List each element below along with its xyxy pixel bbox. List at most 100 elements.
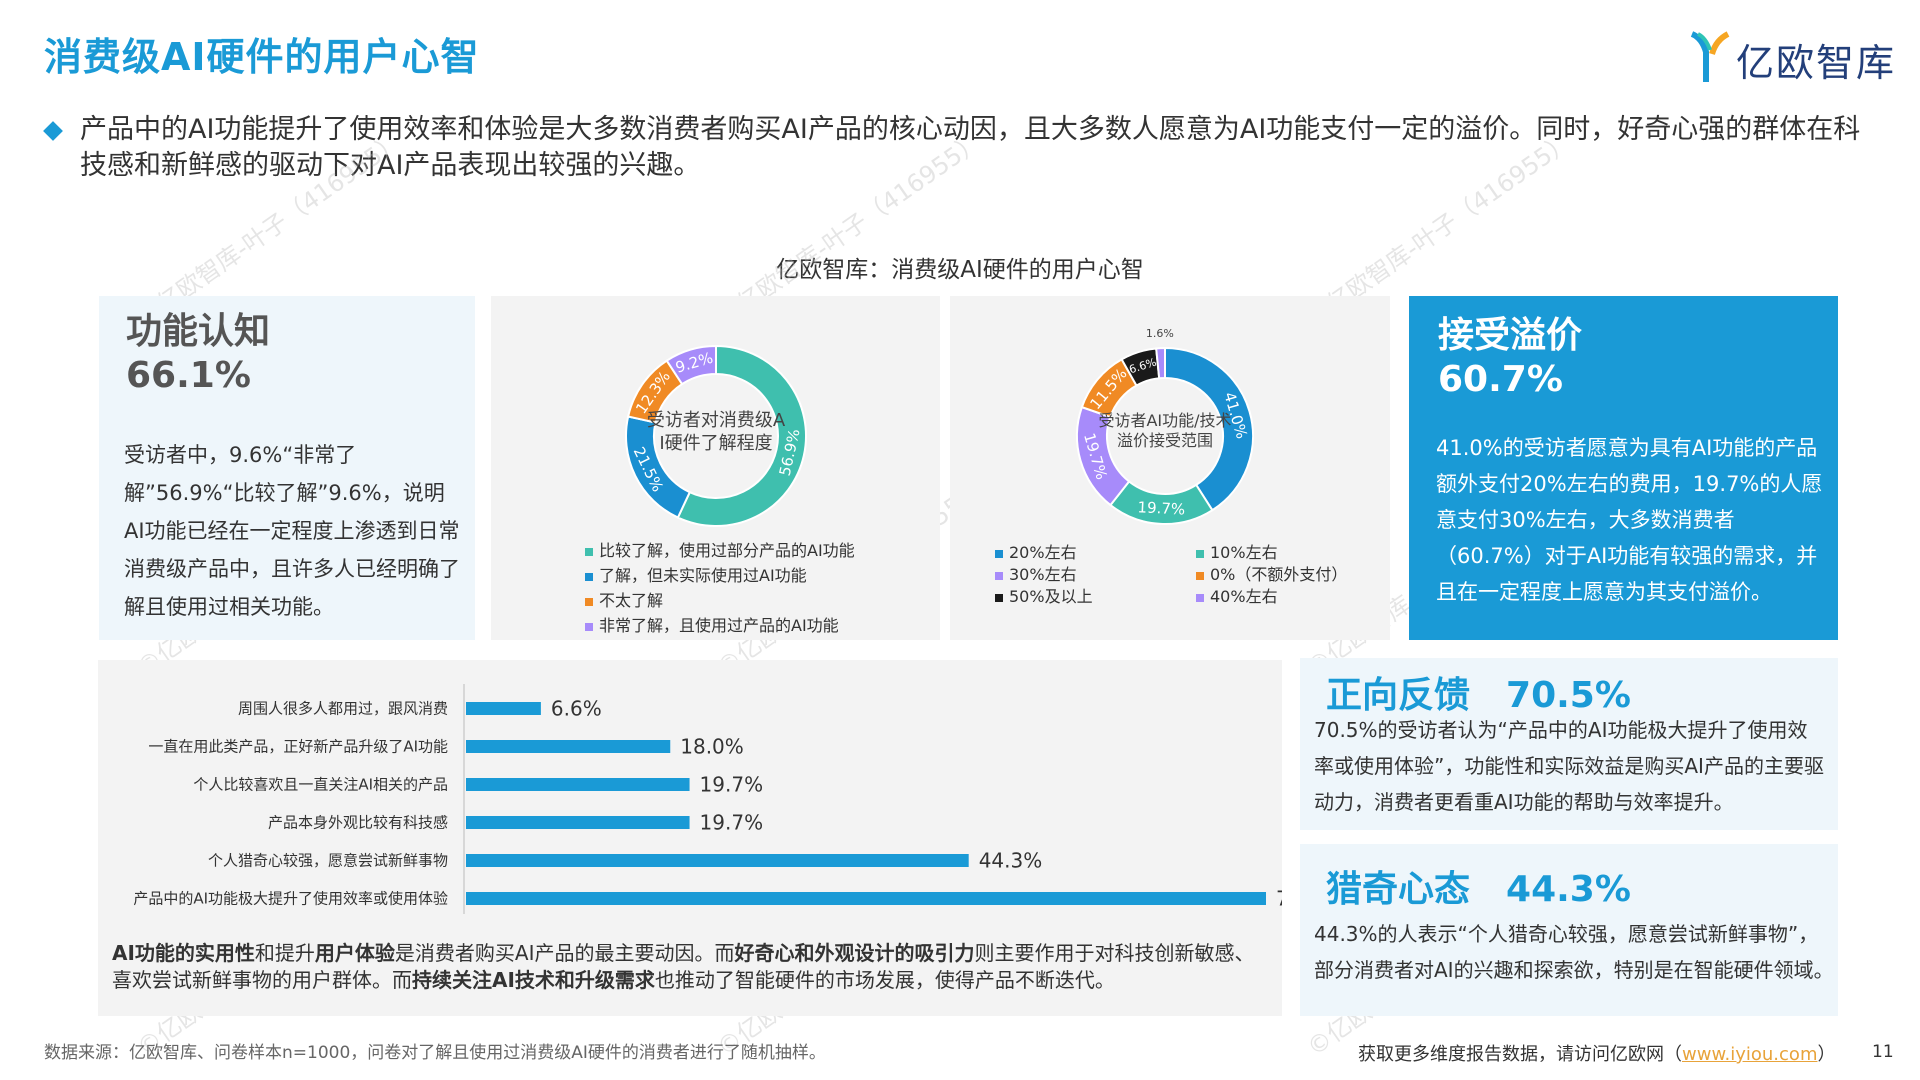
- legend-swatch: [585, 622, 593, 631]
- donut-slice-label: 1.6%: [1146, 327, 1174, 340]
- legend-label: 不太了解: [599, 591, 664, 610]
- legend-swatch: [1196, 549, 1204, 558]
- bar: [466, 740, 671, 753]
- legend-item: 20%左右: [995, 542, 1093, 564]
- legend-swatch: [585, 597, 593, 606]
- note-emphasis: 用户体验: [314, 941, 395, 965]
- logo-mark-icon: [1690, 31, 1730, 82]
- donut-center-label: 受访者AI功能/技术: [1098, 411, 1231, 430]
- legend-item: 10%左右: [1196, 542, 1347, 564]
- page-title: 消费级AI硬件的用户心智: [44, 35, 480, 79]
- data-source: 数据来源：亿欧智库、问卷样本n=1000，问卷对了解且使用过消费级AI硬件的消费…: [44, 1043, 826, 1063]
- legend-item: 50%及以上: [995, 586, 1093, 608]
- legend-swatch: [1196, 593, 1204, 602]
- note-text: 和提升: [254, 941, 315, 965]
- bar-category-label: 周围人很多人都用过，跟风消费: [238, 700, 448, 718]
- panel-function-value: 66.1%: [126, 355, 251, 396]
- legend-label: 10%左右: [1210, 543, 1278, 562]
- chart-section-title: 亿欧智库：消费级AI硬件的用户心智: [776, 257, 1144, 283]
- note-emphasis: 好奇心和外观设计的吸引力: [734, 941, 975, 965]
- bar: [466, 702, 541, 715]
- more-suffix: ）: [1817, 1044, 1836, 1065]
- bar: [466, 816, 690, 829]
- bar-value-label: 70.5%: [1276, 887, 1282, 911]
- legend-label: 30%左右: [1009, 565, 1077, 584]
- bar: [466, 892, 1266, 905]
- donut-center-label: 溢价接受范围: [1117, 431, 1213, 450]
- note-emphasis: AI功能的实用性: [112, 941, 255, 965]
- panel-positive-feedback: [1300, 658, 1838, 830]
- panel-purchase-motives: [98, 660, 1282, 1016]
- legend-label: 了解，但未实际使用过AI功能: [599, 566, 807, 585]
- brand-logo: 亿欧智库: [1688, 28, 1898, 88]
- note-text: 则主要作用于对科技创新敏感、喜欢尝试新鲜事物的用户群体。而: [112, 941, 1255, 992]
- more-info: 获取更多维度报告数据，请访问亿欧网（www.iyiou.com）: [1358, 1040, 1835, 1066]
- donut-slice: [665, 344, 717, 386]
- legend-item: 比较了解，使用过部分产品的AI功能: [585, 538, 855, 563]
- legend-label: 50%及以上: [1009, 587, 1093, 606]
- legend-swatch: [995, 549, 1003, 558]
- bar-category-label: 产品中的AI功能极大提升了使用效率或使用体验: [133, 890, 448, 908]
- legend-premium-col1: 20%左右 30%左右 50%及以上: [995, 542, 1093, 608]
- bar-value-label: 19.7%: [700, 773, 764, 797]
- iyiou-link[interactable]: www.iyiou.com: [1682, 1044, 1818, 1065]
- panel-curious-label: 猎奇心态: [1326, 869, 1471, 910]
- legend-label: 40%左右: [1210, 587, 1278, 606]
- donut-center-label: 受访者对消费级A: [647, 410, 786, 431]
- legend-swatch: [995, 571, 1003, 580]
- bar-value-label: 6.6%: [551, 697, 602, 721]
- panel-premium-label: 接受溢价: [1438, 315, 1583, 356]
- panel-positive-value: 70.5%: [1506, 675, 1631, 716]
- legend-label: 非常了解，且使用过产品的AI功能: [599, 616, 839, 635]
- bar-value-label: 44.3%: [979, 849, 1043, 873]
- donut-slice: [1164, 346, 1254, 512]
- legend-label: 比较了解，使用过部分产品的AI功能: [599, 541, 855, 560]
- logo-text: 亿欧智库: [1736, 41, 1897, 85]
- legend-label: 20%左右: [1009, 543, 1077, 562]
- legend-swatch: [585, 572, 593, 581]
- bar-category-label: 个人猎奇心较强，愿意尝试新鲜事物: [208, 852, 448, 870]
- donut-slice: [1155, 346, 1166, 380]
- bar-chart-note: AI功能的实用性和提升用户体验是消费者购买AI产品的最主要动因。而好奇心和外观设…: [112, 940, 1272, 994]
- bar: [466, 854, 969, 867]
- legend-label: 0%（不额外支付）: [1210, 565, 1348, 584]
- panel-function-awareness: [99, 296, 475, 640]
- panel-function-label: 功能认知: [126, 311, 271, 352]
- legend-item: 30%左右: [995, 564, 1093, 586]
- panel-premium-value: 60.7%: [1438, 359, 1563, 400]
- donut-center-label: I硬件了解程度: [659, 433, 772, 454]
- panel-positive-label: 正向反馈: [1326, 675, 1471, 716]
- legend-item: 0%（不额外支付）: [1196, 564, 1347, 586]
- legend-item: 不太了解: [585, 588, 855, 613]
- note-text: 也推动了智能硬件的市场发展，使得产品不断迭代。: [654, 968, 1115, 992]
- legend-swatch: [585, 547, 593, 556]
- bar-value-label: 18.0%: [680, 735, 744, 759]
- bar: [466, 778, 690, 791]
- panel-function-body: 受访者中，9.6%“非常了解”56.9%“比较了解”9.6%，说明AI功能已经在…: [124, 443, 460, 619]
- panel-positive-body: 70.5%的受访者认为“产品中的AI功能极大提升了使用效率或使用体验”，功能性和…: [1314, 718, 1824, 814]
- legend-swatch: [1196, 571, 1204, 580]
- bar-value-label: 19.7%: [700, 811, 764, 835]
- donut-chart-awareness: 56.9%21.5%12.3%9.2% 受访者对消费级A I硬件了解程度: [625, 344, 807, 527]
- legend-item: 非常了解，且使用过产品的AI功能: [585, 613, 855, 638]
- panel-curious-value: 44.3%: [1506, 869, 1631, 910]
- bar-chart-purchase-motives: 周围人很多人都用过，跟风消费 6.6% 一直在用此类产品，正好新产品升级了AI功能 1…: [133, 684, 1282, 914]
- bar-category-label: 一直在用此类产品，正好新产品升级了AI功能: [148, 738, 448, 756]
- donut-slice: [676, 344, 807, 527]
- summary-text: 产品中的AI功能提升了使用效率和体验是大多数消费者购买AI产品的核心动因，且大多…: [80, 114, 1861, 181]
- panel-premium-title: 接受溢价 60.7%: [1438, 314, 1582, 402]
- panel-positive-title: 正向反馈 70.5%: [1326, 666, 1631, 718]
- legend-awareness: 比较了解，使用过部分产品的AI功能 了解，但未实际使用过AI功能 不太了解 非常…: [585, 538, 855, 638]
- note-emphasis: 持续关注AI技术和升级需求: [412, 968, 655, 992]
- legend-premium-col2: 10%左右 0%（不额外支付） 40%左右: [1196, 542, 1347, 608]
- panel-curious-title: 猎奇心态 44.3%: [1326, 860, 1631, 912]
- bullet-diamond-icon: [43, 121, 63, 141]
- bar-category-label: 产品本身外观比较有科技感: [268, 814, 448, 832]
- panel-function-title: 功能认知 66.1%: [126, 310, 270, 398]
- note-text: 是消费者购买AI产品的最主要动因。而: [394, 941, 735, 965]
- donut-chart-premium: 41.0%19.7%19.7%11.5%6.6%1.6% 受访者AI功能/技术 …: [1076, 327, 1254, 525]
- page-number: 11: [1872, 1042, 1894, 1062]
- legend-item: 了解，但未实际使用过AI功能: [585, 563, 855, 588]
- more-prefix: 获取更多维度报告数据，请访问亿欧网（: [1358, 1044, 1682, 1065]
- panel-premium-body: 41.0%的受访者愿意为具有AI功能的产品额外支付20%左右的费用，19.7%的…: [1436, 436, 1823, 604]
